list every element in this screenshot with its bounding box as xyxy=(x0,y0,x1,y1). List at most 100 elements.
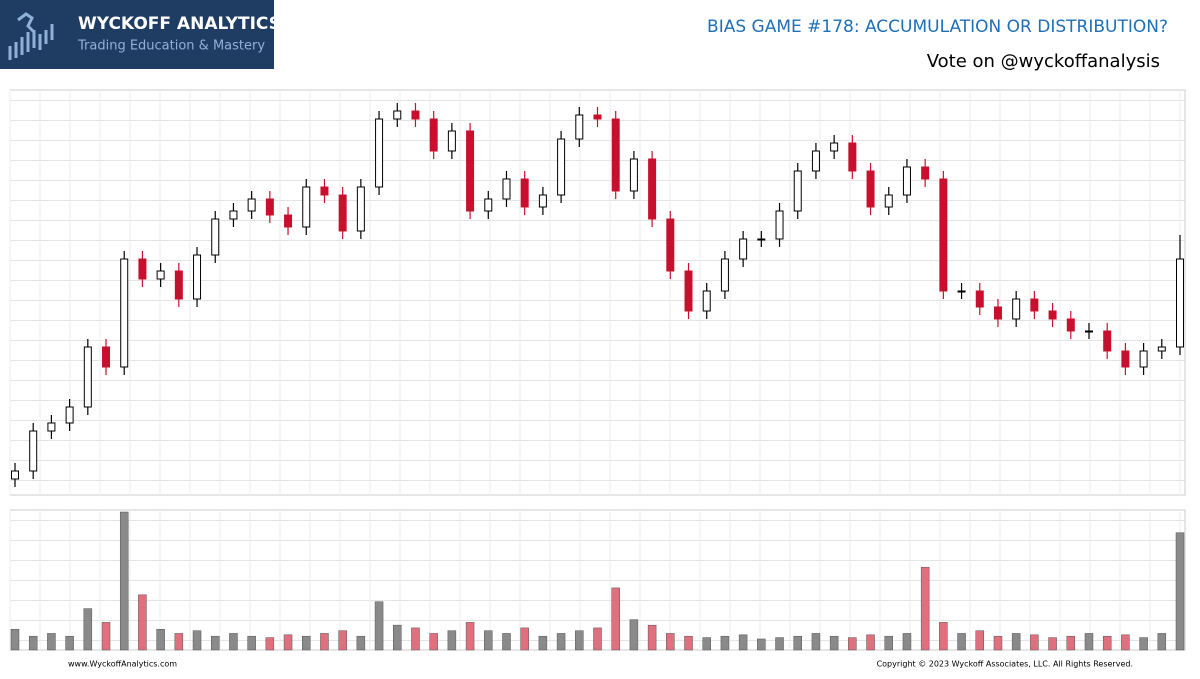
candle-body xyxy=(411,110,420,120)
candle-body xyxy=(1030,298,1039,312)
candle-body xyxy=(120,258,129,368)
volume-bar xyxy=(975,630,985,651)
volume-bar xyxy=(1139,637,1148,651)
candle-body xyxy=(466,130,475,212)
candle-body xyxy=(229,210,238,220)
volume-bar xyxy=(83,608,93,651)
candle-body xyxy=(1084,330,1093,333)
candle-body xyxy=(320,186,329,196)
logo-subtitle: Trading Education & Mastery xyxy=(77,39,265,54)
volume-bar xyxy=(1157,633,1167,651)
volume-bar xyxy=(647,624,657,651)
volume-bar xyxy=(848,637,857,651)
volume-bar xyxy=(556,633,566,651)
candle-body xyxy=(83,346,92,408)
candle-body xyxy=(884,194,893,208)
volume-bar xyxy=(1011,633,1021,651)
volume-bar xyxy=(465,622,475,651)
volume-bar xyxy=(538,635,548,651)
volume-panel xyxy=(9,509,1186,651)
candle-body xyxy=(447,130,456,152)
candle-body xyxy=(921,166,930,180)
volume-bar xyxy=(920,566,930,651)
volume-bar xyxy=(629,619,639,651)
candle-body xyxy=(284,214,293,228)
candle-body xyxy=(648,158,657,220)
candle-body xyxy=(811,150,820,172)
candle-body xyxy=(102,346,111,368)
volume-bar xyxy=(265,637,275,651)
volume-bar xyxy=(1121,634,1130,651)
candle-body xyxy=(356,186,365,232)
candle-body xyxy=(1103,330,1112,352)
volume-bar xyxy=(811,633,821,651)
volume-bar xyxy=(484,630,493,651)
volume-bar xyxy=(575,630,584,651)
volume-bar xyxy=(192,630,202,651)
volume-bar xyxy=(593,627,602,651)
candle-body xyxy=(484,198,493,212)
candle-body xyxy=(629,158,638,192)
volume-bar xyxy=(1084,633,1094,651)
volume-bar xyxy=(757,638,766,651)
volume-bar xyxy=(302,635,311,651)
candle-body xyxy=(993,306,1002,320)
logo-icon xyxy=(8,12,54,60)
volume-bar xyxy=(28,635,38,651)
candle-body xyxy=(611,118,620,192)
candle-body xyxy=(1176,258,1184,348)
subtitle: Vote on @wyckoffanalysis xyxy=(927,51,1160,72)
volume-bar xyxy=(793,635,802,651)
volume-bar xyxy=(1102,635,1112,651)
volume-bar xyxy=(119,511,129,651)
volume-bar xyxy=(411,627,420,651)
candle-body xyxy=(957,290,966,293)
candle-body xyxy=(29,430,38,472)
candle-body xyxy=(138,258,147,280)
volume-bar xyxy=(993,635,1003,651)
candle-body xyxy=(1139,350,1148,368)
title: BIAS GAME #178: ACCUMULATION OR DISTRIBU… xyxy=(707,17,1168,37)
candle-body xyxy=(538,194,547,208)
volume-bar xyxy=(65,635,74,651)
volume-bar xyxy=(156,629,165,651)
volume-bar xyxy=(611,587,620,651)
footer-right: Copyright © 2023 Wyckoff Associates, LLC… xyxy=(877,660,1133,669)
volume-bar xyxy=(902,633,912,651)
volume-bar xyxy=(1175,532,1185,651)
candle-body xyxy=(684,270,693,312)
candle-body xyxy=(247,198,256,212)
volume-bar xyxy=(47,633,56,651)
volume-bar xyxy=(720,635,730,651)
volume-bar xyxy=(666,633,675,651)
volume-bar xyxy=(447,630,457,651)
candle-body xyxy=(848,142,857,172)
volume-bar xyxy=(1048,637,1057,651)
candle-body xyxy=(975,290,984,308)
candle-body xyxy=(702,290,711,312)
volume-bar xyxy=(866,634,875,651)
candle-body xyxy=(593,114,602,120)
candle-body xyxy=(1121,350,1130,368)
volume-bar xyxy=(210,635,220,651)
logo-title: WYCKOFF ANALYTICS xyxy=(78,14,281,34)
volume-bar xyxy=(939,622,948,651)
price-panel xyxy=(9,89,1186,496)
candle-body xyxy=(65,406,74,424)
volume-bar xyxy=(1066,635,1076,651)
volume-bar xyxy=(10,629,20,651)
volume-bar xyxy=(520,627,529,651)
candle-body xyxy=(830,142,839,152)
volume-bar xyxy=(429,633,438,651)
volume-bar xyxy=(393,624,402,651)
volume-bar xyxy=(702,637,711,651)
volume-bar xyxy=(684,635,693,651)
candle-body xyxy=(939,178,948,292)
candle-body xyxy=(1066,318,1075,332)
volume-bar xyxy=(174,633,184,651)
footer-left: www.WyckoffAnalytics.com xyxy=(68,660,177,669)
volume-bar xyxy=(320,633,329,651)
volume-bar xyxy=(247,635,256,651)
volume-bar xyxy=(829,635,839,651)
